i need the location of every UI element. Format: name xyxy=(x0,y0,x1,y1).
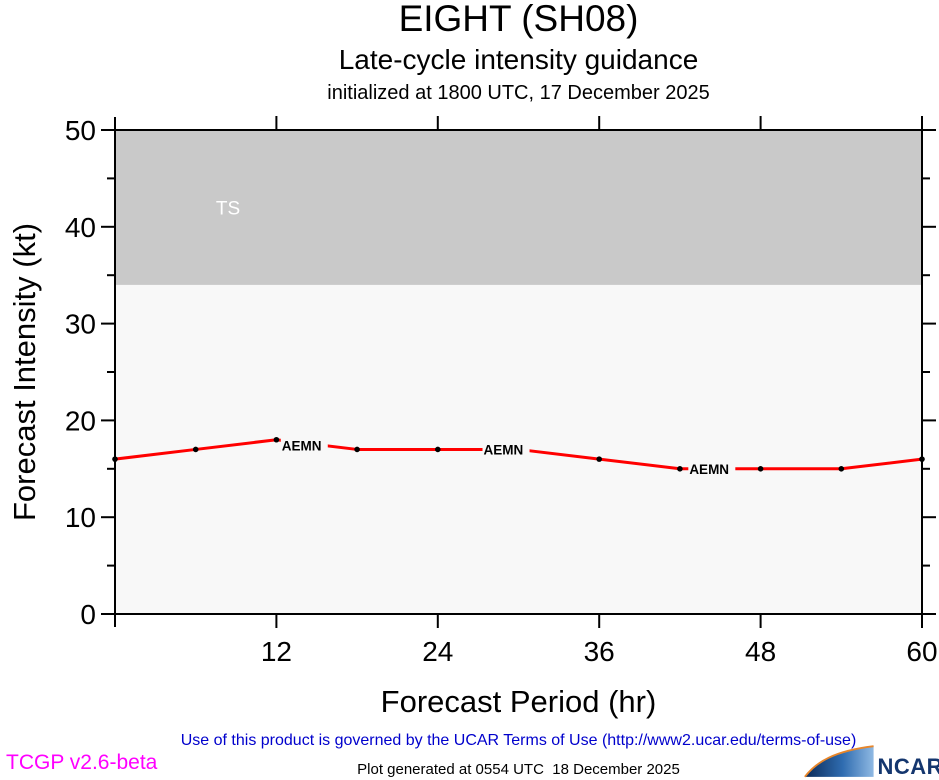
y-tick-label: 40 xyxy=(65,212,96,243)
data-point-marker xyxy=(919,456,925,462)
x-axis-label: Forecast Period (hr) xyxy=(380,684,657,719)
y-tick-label: 0 xyxy=(80,599,96,630)
ucar-terms-text: Use of this product is governed by the U… xyxy=(180,732,857,749)
data-point-marker xyxy=(838,466,845,472)
data-point-marker xyxy=(112,456,118,462)
x-tick-label: 12 xyxy=(261,636,292,667)
line-label-bg xyxy=(280,437,328,454)
ts-band xyxy=(115,130,922,285)
line-label: AEMN xyxy=(689,462,729,477)
y-tick-label: 10 xyxy=(65,502,96,533)
init-time-line: initialized at 1800 UTC, 17 December 202… xyxy=(327,82,710,104)
data-point-marker xyxy=(354,446,360,453)
data-point-marker xyxy=(596,456,602,462)
ncar-swoosh-icon xyxy=(804,745,874,778)
generated-timestamp: Plot generated at 0554 UTC 18 December 2… xyxy=(357,761,680,778)
y-tick-label: 20 xyxy=(65,405,96,436)
line-label-bg xyxy=(688,460,736,477)
ts-band-label: TS xyxy=(216,198,240,219)
ncar-wordmark: NCAR xyxy=(877,754,939,779)
data-point-marker xyxy=(677,466,683,472)
data-point-marker xyxy=(757,466,764,472)
y-tick-label: 50 xyxy=(65,115,96,146)
data-point-marker xyxy=(273,436,280,443)
ncar-logo: NCAR xyxy=(803,740,939,780)
x-tick-label: 36 xyxy=(584,636,615,667)
y-tick-label: 30 xyxy=(65,309,96,340)
line-label: AEMN xyxy=(282,439,322,454)
x-tick-label: 60 xyxy=(906,636,937,667)
page-title: EIGHT (SH08) xyxy=(398,0,639,39)
data-point-marker xyxy=(435,446,441,453)
x-tick-label: 24 xyxy=(422,636,453,667)
x-tick-label: 48 xyxy=(745,636,776,667)
line-label: AEMN xyxy=(484,442,524,457)
line-label-bg xyxy=(482,441,530,458)
data-point-marker xyxy=(192,446,199,453)
version-tag: TCGP v2.6-beta xyxy=(6,751,158,774)
chart-subtitle: Late-cycle intensity guidance xyxy=(338,44,699,75)
